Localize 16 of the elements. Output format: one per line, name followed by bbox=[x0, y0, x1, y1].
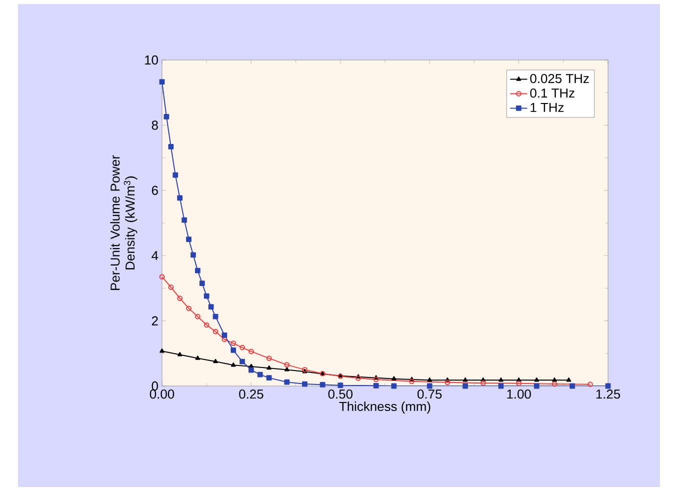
x-tick-label: 0.50 bbox=[328, 390, 353, 399]
legend-label: 1 THz bbox=[530, 103, 564, 112]
x-axis-title: Thickness (mm) bbox=[339, 402, 430, 414]
x-tick-label: 0.25 bbox=[239, 390, 264, 399]
y-tick-label: 8 bbox=[152, 120, 158, 130]
legend-label: 0.1 THz bbox=[530, 88, 574, 98]
y-tick-label: 10 bbox=[145, 55, 158, 65]
legend-label: 0.025 THz bbox=[530, 74, 589, 84]
y-tick-label: 4 bbox=[152, 251, 158, 260]
y-tick-label: 6 bbox=[152, 186, 158, 195]
x-tick-label: 0.75 bbox=[418, 390, 442, 399]
y-tick-label: 0 bbox=[152, 381, 158, 391]
x-tick-label: 0.00 bbox=[150, 390, 174, 399]
x-tick-label: 1.25 bbox=[596, 390, 620, 399]
x-tick-label: 1.00 bbox=[507, 390, 531, 399]
y-tick-label: 2 bbox=[152, 316, 158, 326]
